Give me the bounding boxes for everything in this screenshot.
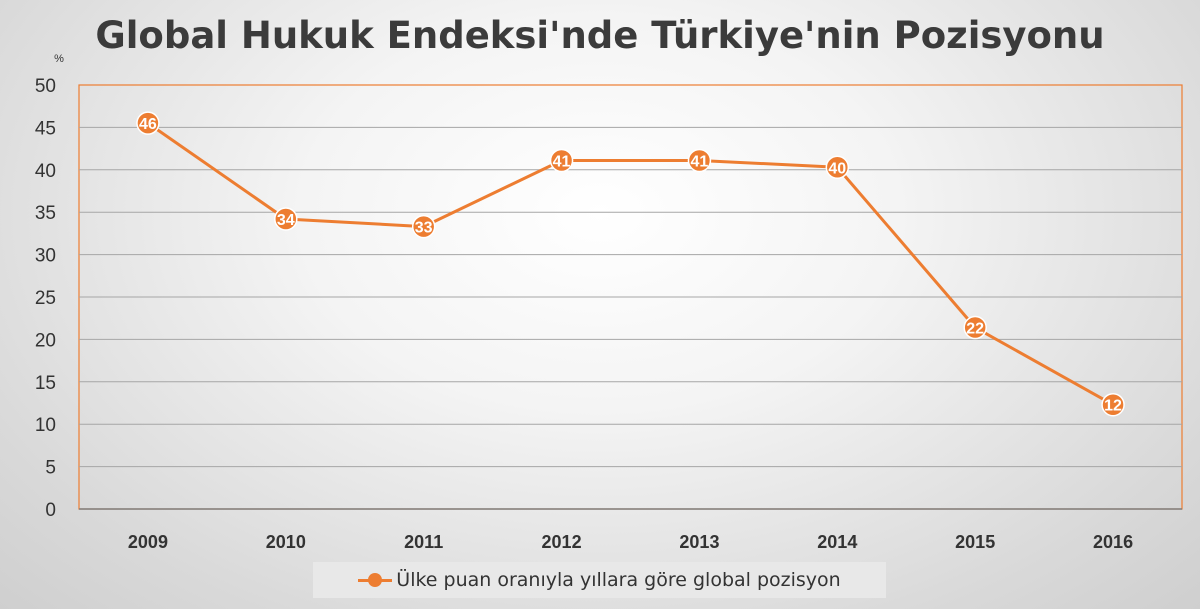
data-point <box>963 315 987 340</box>
data-point <box>136 111 160 135</box>
x-tick-label: 2012 <box>542 532 582 552</box>
data-point <box>274 207 298 231</box>
data-point <box>687 148 712 173</box>
y-tick-label: 50 <box>35 76 56 97</box>
y-tick-label: 20 <box>35 330 56 351</box>
x-tick-label: 2013 <box>679 532 719 552</box>
y-tick-label: 30 <box>35 246 56 267</box>
data-label: 34 <box>277 212 295 229</box>
y-tick-label: 15 <box>35 373 56 394</box>
y-tick-label: 0 <box>45 500 56 521</box>
data-label: 41 <box>553 153 571 170</box>
data-label: 46 <box>139 116 157 133</box>
y-tick-label: 10 <box>35 415 56 436</box>
data-label: 41 <box>691 153 709 170</box>
y-tick-label: 5 <box>45 458 56 479</box>
data-point <box>1101 392 1125 417</box>
data-label: 40 <box>828 160 846 177</box>
data-label: 33 <box>415 220 433 237</box>
data-label: 12 <box>1104 398 1122 415</box>
x-tick-label: 2009 <box>128 532 168 552</box>
y-axis-label: % <box>54 53 64 65</box>
legend: Ülke puan oranıyla yıllara göre global p… <box>313 562 886 598</box>
y-tick-label: 25 <box>35 288 56 309</box>
legend-label: Ülke puan oranıyla yıllara göre global p… <box>396 569 841 591</box>
x-tick-label: 2014 <box>817 532 857 552</box>
y-tick-label: 45 <box>35 118 56 139</box>
series-line <box>147 121 1114 407</box>
chart-title: Global Hukuk Endeksi'nde Türkiye'nin Poz… <box>95 14 1105 57</box>
data-label: 22 <box>966 321 984 338</box>
data-point <box>825 155 850 180</box>
legend-marker <box>358 573 393 587</box>
data-point <box>411 214 436 239</box>
y-tick-label: 40 <box>35 161 56 182</box>
y-tick-label: 35 <box>35 203 56 224</box>
x-tick-label: 2016 <box>1093 532 1133 552</box>
x-tick-label: 2010 <box>266 532 306 552</box>
data-point <box>549 148 574 173</box>
x-tick-label: 2011 <box>404 532 443 552</box>
x-tick-label: 2015 <box>955 532 995 552</box>
